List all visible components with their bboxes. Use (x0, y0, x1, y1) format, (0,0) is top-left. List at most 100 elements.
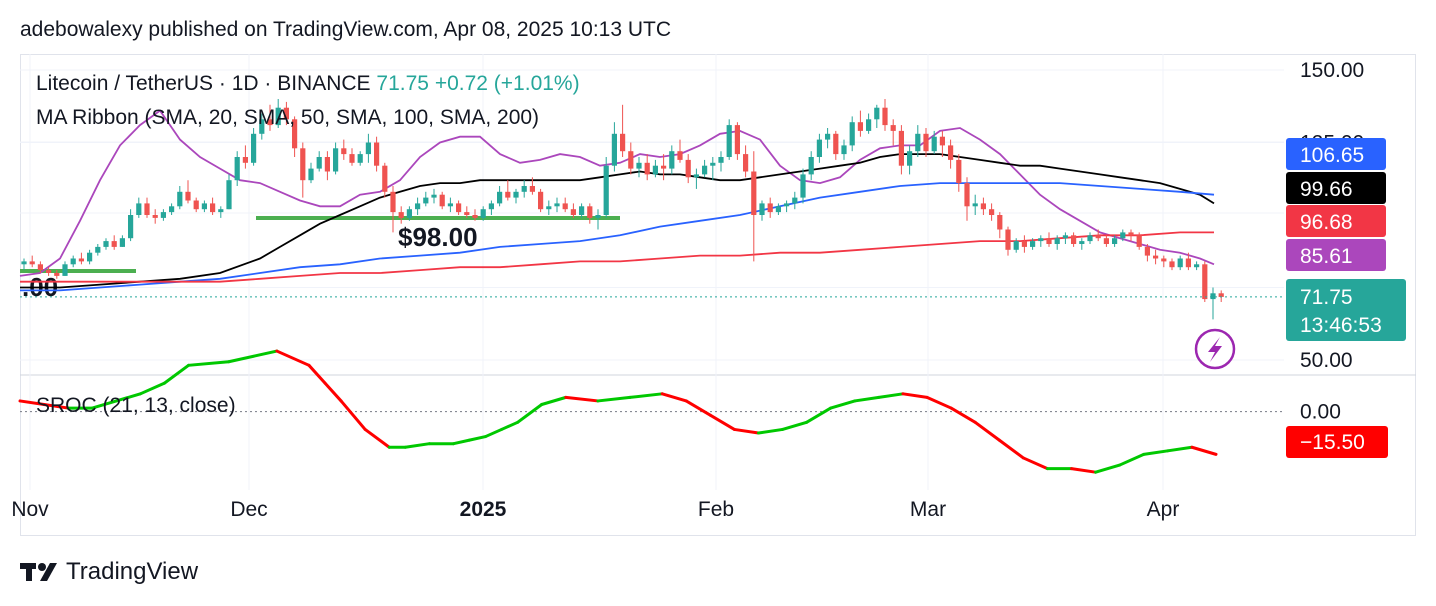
candle[interactable] (119, 238, 125, 247)
candle[interactable] (570, 209, 576, 215)
candle[interactable] (800, 174, 806, 198)
candle[interactable] (939, 136, 945, 146)
candle[interactable] (488, 203, 494, 210)
candle[interactable] (972, 203, 978, 207)
candle[interactable] (472, 215, 478, 218)
candle[interactable] (497, 191, 503, 204)
candle[interactable] (37, 264, 43, 271)
candle[interactable] (78, 258, 84, 262)
price-badge[interactable] (1286, 138, 1386, 170)
candle[interactable] (398, 212, 404, 218)
candle[interactable] (948, 145, 954, 160)
candle[interactable] (177, 191, 183, 207)
candle[interactable] (103, 241, 109, 247)
candle[interactable] (464, 212, 470, 215)
candle[interactable] (636, 162, 642, 169)
candle[interactable] (1005, 229, 1011, 250)
candle[interactable] (710, 162, 716, 166)
candle[interactable] (1013, 241, 1019, 250)
candle[interactable] (1210, 293, 1216, 300)
candle[interactable] (1218, 293, 1224, 297)
candle[interactable] (538, 191, 544, 210)
candle[interactable] (702, 165, 708, 175)
candle[interactable] (849, 122, 855, 146)
candle[interactable] (816, 139, 822, 157)
candle[interactable] (882, 107, 888, 126)
candle[interactable] (956, 159, 962, 184)
candle[interactable] (562, 203, 568, 210)
candle[interactable] (46, 270, 52, 273)
candle[interactable] (1079, 241, 1085, 244)
candle[interactable] (128, 215, 134, 239)
price-badge[interactable] (1286, 239, 1386, 271)
candle[interactable] (775, 206, 781, 213)
candle[interactable] (251, 133, 257, 163)
candle[interactable] (210, 203, 216, 213)
candle[interactable] (21, 261, 27, 265)
candle[interactable] (726, 125, 732, 157)
candle[interactable] (1136, 235, 1142, 247)
candle[interactable] (833, 133, 839, 155)
candle[interactable] (349, 154, 355, 163)
candle[interactable] (1062, 235, 1068, 239)
candle[interactable] (1112, 238, 1118, 244)
candle[interactable] (890, 125, 896, 131)
candle[interactable] (751, 171, 757, 216)
candle[interactable] (152, 215, 158, 218)
candle[interactable] (718, 157, 724, 163)
candle[interactable] (374, 142, 380, 166)
candle[interactable] (964, 183, 970, 207)
candle[interactable] (743, 154, 749, 172)
price-badge[interactable] (1286, 205, 1386, 237)
candle[interactable] (87, 252, 93, 262)
candle[interactable] (160, 212, 166, 218)
candle[interactable] (554, 203, 560, 207)
candle[interactable] (1054, 238, 1060, 244)
candle[interactable] (513, 191, 519, 198)
candle[interactable] (95, 246, 101, 253)
candle[interactable] (669, 151, 675, 169)
candle[interactable] (54, 273, 60, 276)
candle[interactable] (390, 191, 396, 213)
candle[interactable] (792, 197, 798, 204)
candle[interactable] (275, 107, 281, 126)
candle[interactable] (365, 142, 371, 155)
candle[interactable] (587, 206, 593, 218)
candle[interactable] (423, 197, 429, 204)
candle[interactable] (193, 200, 199, 210)
tradingview-logo[interactable]: TradingView (20, 558, 198, 586)
candle[interactable] (406, 209, 412, 218)
price-badge[interactable] (1286, 172, 1386, 204)
sroc-badge[interactable] (1286, 426, 1388, 458)
candle[interactable] (234, 157, 240, 181)
candle[interactable] (226, 180, 232, 210)
candle[interactable] (857, 122, 863, 131)
sma100-line[interactable] (20, 182, 1215, 292)
ma-ribbon-legend[interactable]: MA Ribbon (SMA, 20, SMA, 50, SMA, 100, S… (36, 106, 540, 129)
candle[interactable] (644, 162, 650, 175)
candle[interactable] (661, 165, 667, 169)
candle[interactable] (1046, 238, 1052, 244)
candle[interactable] (283, 107, 289, 120)
candle[interactable] (111, 241, 117, 247)
candle[interactable] (185, 191, 191, 201)
candle[interactable] (341, 148, 347, 155)
candle[interactable] (1103, 238, 1109, 244)
last-price-badge[interactable] (1286, 279, 1406, 341)
candle[interactable] (201, 203, 207, 210)
candle[interactable] (431, 194, 437, 198)
candle[interactable] (915, 133, 921, 152)
candle[interactable] (759, 203, 765, 215)
candle[interactable] (456, 203, 462, 213)
candle[interactable] (1161, 258, 1167, 262)
candle[interactable] (980, 203, 986, 210)
candle[interactable] (447, 203, 453, 207)
candle[interactable] (603, 165, 609, 215)
candle[interactable] (136, 203, 142, 215)
candle[interactable] (923, 133, 929, 152)
candle[interactable] (1087, 235, 1093, 242)
candle[interactable] (685, 159, 691, 178)
candle[interactable] (218, 209, 224, 213)
candle[interactable] (1202, 264, 1208, 300)
sma50-line[interactable] (20, 153, 1215, 289)
